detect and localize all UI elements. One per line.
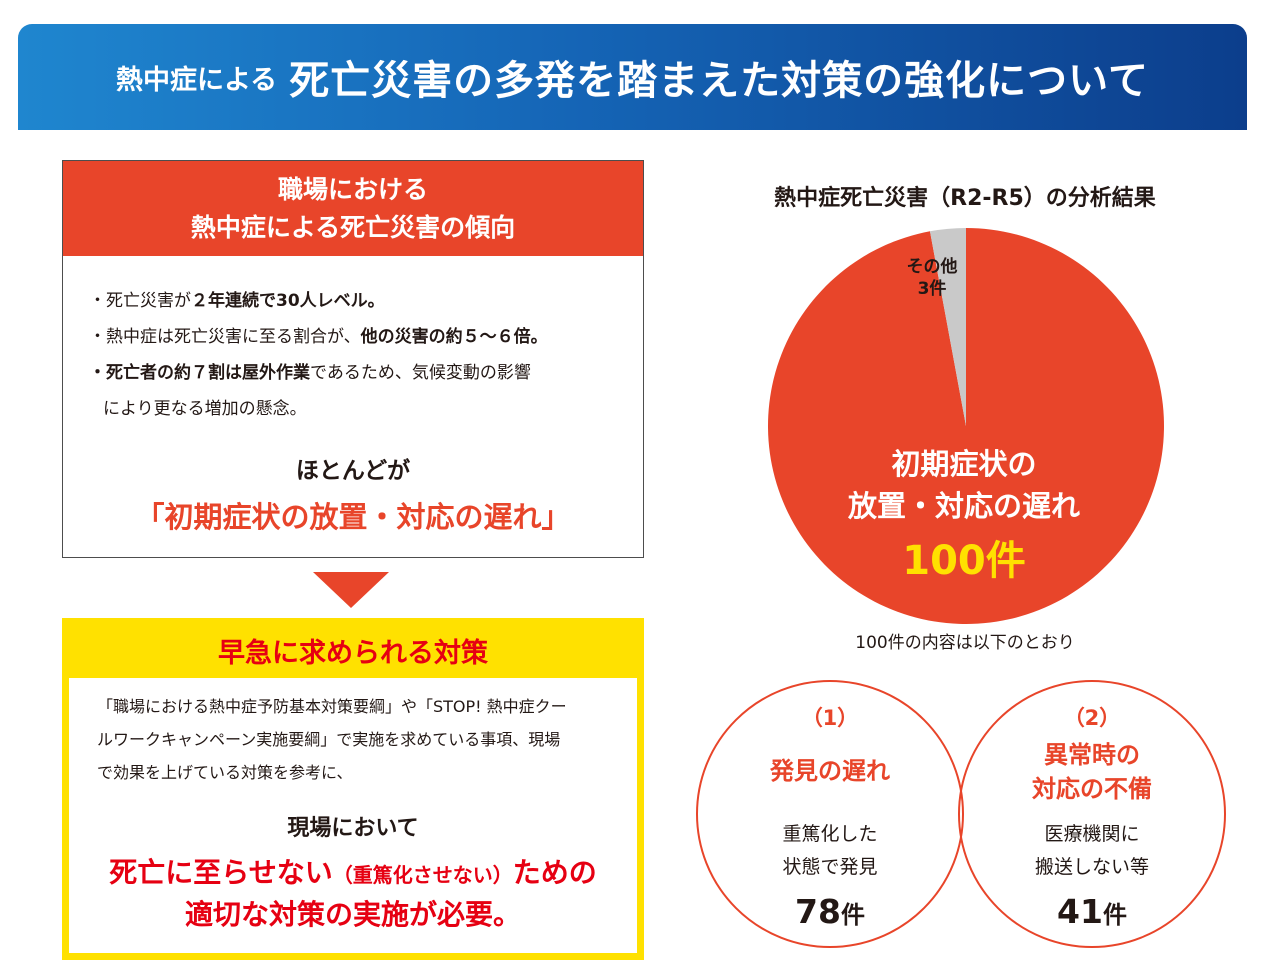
measures-paragraph: 「職場における熱中症予防基本対策要綱」や「STOP! 熱中症クー ルワークキャン… [97, 690, 622, 789]
trend-item-bold: ・死亡者の約７割は屋外作業 [89, 363, 310, 383]
measures-box: 早急に求められる対策 「職場における熱中症予防基本対策要綱」や「STOP! 熱中… [62, 618, 644, 960]
down-arrow-icon [313, 572, 389, 608]
measures-para-line: 「職場における熱中症予防基本対策要綱」や「STOP! 熱中症クー [97, 697, 567, 716]
measures-body: 「職場における熱中症予防基本対策要綱」や「STOP! 熱中症クー ルワークキャン… [69, 678, 637, 953]
breakdown-desc-line2: 搬送しない等 [1034, 856, 1149, 878]
circle-outline [958, 680, 1226, 948]
pie-label-major-line2: 放置・対応の遅れ [847, 489, 1080, 523]
pie-slice-other [929, 228, 966, 426]
measures-para-line: で効果を上げている対策を参考に、 [97, 763, 353, 782]
breakdown-desc-line2: 状態で発見 [782, 856, 878, 878]
measures-emphasis-c: ための [512, 856, 597, 889]
header-pre-title: 熱中症による [115, 64, 278, 96]
pie-chart: その他 3件 初期症状の 放置・対応の遅れ 100件 [768, 228, 1164, 624]
measures-heading: 早急に求められる対策 [218, 637, 488, 669]
breakdown-title-line2: 対応の不備 [1032, 775, 1152, 803]
trend-item-text: ・熱中症は死亡災害に至る割合が、 [89, 327, 361, 347]
breakdown-desc-line1: 重篤化した [782, 823, 878, 845]
breakdown-title-line1: 異常時の [1044, 741, 1140, 769]
trend-item-bold: ２年連続で30人レベル。 [191, 291, 385, 311]
pie-label-major-count: 100件 [902, 538, 1026, 584]
trend-item-text: ・死亡災害が [89, 291, 191, 311]
breakdown-count: 78件 [696, 892, 964, 931]
trend-item: ・死亡災害が２年連続で30人レベル。 [89, 283, 629, 319]
breakdown-number: （1） [801, 706, 859, 730]
trend-heading-line2: 熱中症による死亡災害の傾向 [190, 212, 516, 242]
breakdown-count-unit: 件 [840, 901, 865, 929]
chart-title: 熱中症死亡災害（R2-R5）の分析結果 [774, 186, 1156, 211]
trend-list: ・死亡災害が２年連続で30人レベル。 ・熱中症は死亡災害に至る割合が、他の災害の… [89, 283, 629, 427]
breakdown-count-value: 78 [795, 892, 841, 931]
breakdown-count-value: 41 [1057, 892, 1103, 931]
trend-conclusion-main: 「初期症状の放置・対応の遅れ」 [135, 500, 571, 534]
breakdown-title: 発見の遅れ [770, 757, 890, 785]
chart-note: 100件の内容は以下のとおり [855, 633, 1075, 653]
trend-heading-line1: 職場における [277, 174, 428, 204]
header-banner: 熱中症による 死亡災害の多発を踏まえた対策の強化について [18, 24, 1247, 130]
breakdown-desc-line1: 医療機関に [1044, 823, 1140, 845]
trend-item: ・熱中症は死亡災害に至る割合が、他の災害の約５～６倍。 [89, 319, 629, 355]
measures-emphasis-line2: 適切な対策の実施が必要。 [184, 898, 521, 931]
measures-para-line: ルワークキャンペーン実施要綱」で実施を求めている事項、現場 [97, 730, 561, 749]
measures-emphasis-b: （重篤化させない） [332, 863, 513, 887]
trend-item: ・死亡者の約７割は屋外作業であるため、気候変動の影響 により更なる増加の懸念。 [89, 355, 629, 427]
trend-heading: 職場における 熱中症による死亡災害の傾向 [63, 161, 643, 256]
pie-label-major-line1: 初期症状の [891, 447, 1036, 481]
pie-label-other-line1: その他 [907, 256, 958, 277]
trend-item-continuation: により更なる増加の懸念。 [103, 399, 307, 419]
trend-box: 職場における 熱中症による死亡災害の傾向 ・死亡災害が２年連続で30人レベル。 … [62, 160, 644, 558]
breakdown-item-2: （2） 異常時の 対応の不備 医療機関に 搬送しない等 41件 [958, 680, 1228, 950]
trend-item-bold: 他の災害の約５～６倍。 [360, 327, 548, 347]
trend-item-text: であるため、気候変動の影響 [310, 363, 531, 383]
pie-label-other-line2: 3件 [918, 278, 947, 299]
measures-emphasis-line1: 死亡に至らせない（重篤化させない）ための [69, 851, 637, 891]
breakdown-item-1: （1） 発見の遅れ 重篤化した 状態で発見 78件 [696, 680, 966, 950]
breakdown-count-unit: 件 [1102, 901, 1127, 929]
page-title: 死亡災害の多発を踏まえた対策の強化について [289, 58, 1149, 104]
trend-conclusion-lead: ほとんどが [295, 458, 411, 484]
breakdown-number: （2） [1063, 706, 1121, 730]
breakdown-count: 41件 [958, 892, 1226, 931]
measures-lead: 現場において [287, 816, 419, 841]
measures-emphasis-a: 死亡に至らせない [109, 856, 333, 889]
